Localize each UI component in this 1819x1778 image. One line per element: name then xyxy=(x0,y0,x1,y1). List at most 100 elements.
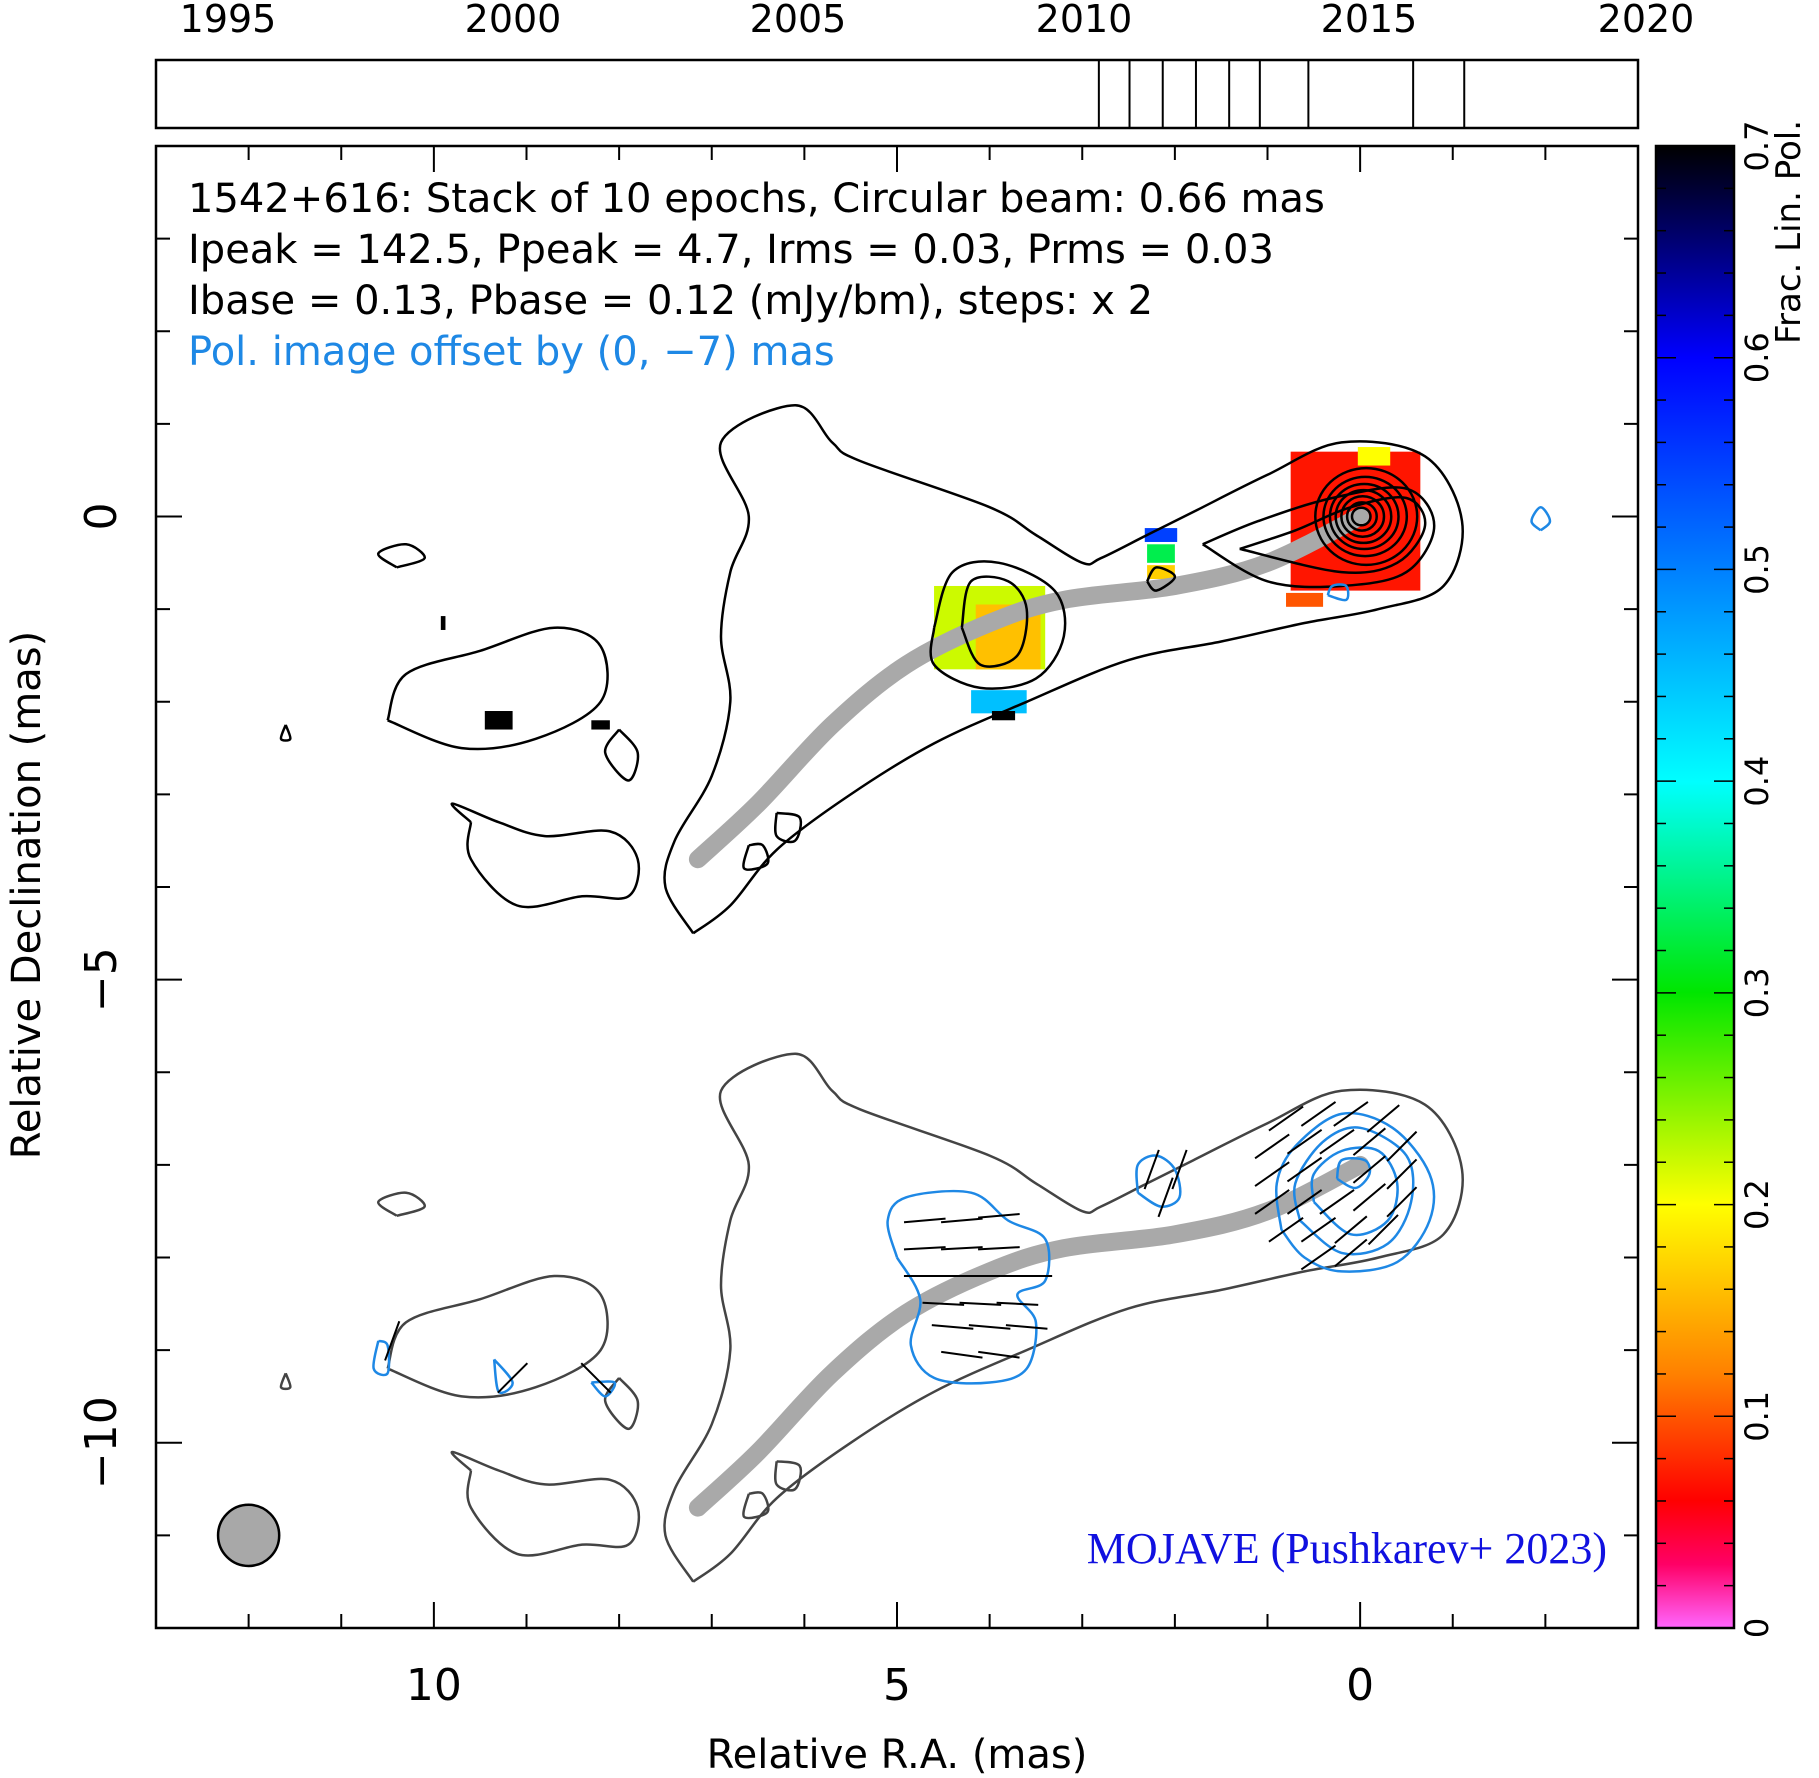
stokes-i-contour xyxy=(742,842,770,871)
stokes-i-contour-offset xyxy=(279,1372,292,1391)
polarized-contour xyxy=(372,1339,391,1377)
evpa-tick xyxy=(922,1301,965,1306)
evpa-tick xyxy=(1333,1101,1369,1127)
polarization-pixel xyxy=(440,616,446,630)
x-tick-labels: 10 5 0 xyxy=(406,1660,1374,1711)
fractional-polarization-image xyxy=(440,447,1421,730)
evpa-tick xyxy=(996,1301,1039,1306)
polarization-pixel xyxy=(971,690,1027,714)
annotation-line-2: Ipeak = 142.5, Ppeak = 4.7, Irms = 0.03,… xyxy=(188,227,1274,273)
stokes-i-contour-offset xyxy=(742,1491,770,1520)
evpa-tick xyxy=(1171,1149,1188,1190)
year-label: 1995 xyxy=(180,0,277,41)
ridge-lines xyxy=(688,507,1370,1517)
evpa-tick xyxy=(1334,1215,1368,1244)
polarized-contour xyxy=(1275,1111,1436,1273)
y-tick-labels: 0 −5 −10 xyxy=(76,503,127,1490)
year-label: 2020 xyxy=(1598,0,1695,41)
evpa-tick xyxy=(1319,1189,1355,1215)
colorbar-tick-label: 0.6 xyxy=(1738,332,1776,383)
stokes-i-contour xyxy=(663,404,1464,935)
evpa-tick xyxy=(1352,1183,1386,1212)
evpa-tick xyxy=(1352,1155,1386,1184)
colorbar-gradient xyxy=(1654,144,1736,1630)
polarized-contour xyxy=(1335,1156,1372,1190)
evpa-tick xyxy=(959,1301,1002,1306)
year-label: 2005 xyxy=(750,0,847,41)
polarized-contour xyxy=(492,1358,514,1395)
stokes-i-contour-offset xyxy=(603,1377,640,1431)
timeline-box xyxy=(154,58,1640,130)
polarized-contour xyxy=(590,1380,617,1398)
colorbar-ticks: 0 0.1 0.2 0.3 0.4 0.5 0.6 0.7 xyxy=(1656,121,1776,1638)
stokes-i-contour xyxy=(386,626,609,751)
core-contour xyxy=(1322,475,1409,558)
evpa-tick xyxy=(931,1324,974,1330)
evpa-tick xyxy=(1367,1214,1399,1246)
year-label: 2010 xyxy=(1036,0,1133,41)
annotation-line-3: Ibase = 0.13, Pbase = 0.12 (mJy/bm), ste… xyxy=(188,278,1153,324)
y-axis-label: Relative Declination (mas) xyxy=(4,631,50,1159)
evpa-tick xyxy=(1319,1128,1355,1155)
colorbar-tick-label: 0.2 xyxy=(1738,1179,1776,1230)
evpa-tick xyxy=(1286,1189,1323,1215)
evpa-tick xyxy=(1268,1105,1304,1132)
evpa-tick xyxy=(1143,1149,1160,1190)
colorbar-tick-label: 0 xyxy=(1738,1618,1776,1638)
x-tick-label: 10 xyxy=(406,1660,462,1711)
colorbar-tick-label: 0.5 xyxy=(1738,544,1776,595)
axis-minor-ticks xyxy=(155,145,1639,1629)
stokes-i-contour xyxy=(450,802,641,909)
credit-label: MOJAVE (Pushkarev+ 2023) xyxy=(1087,1524,1607,1573)
stokes-i-contours xyxy=(279,404,1464,935)
evpa-tick xyxy=(978,1350,1020,1359)
epoch-ticks xyxy=(1097,60,1466,128)
plot-area xyxy=(216,404,1552,1583)
evpa-tick xyxy=(1334,1238,1368,1268)
year-label: 2000 xyxy=(465,0,562,41)
polarized-contour xyxy=(1530,505,1552,532)
evpa-tick xyxy=(1300,1101,1337,1127)
evpa-tick xyxy=(1157,1177,1174,1218)
stokes-i-contour xyxy=(279,724,292,742)
evpa-tick xyxy=(1254,1189,1290,1215)
stokes-i-contour xyxy=(960,575,1029,668)
stokes-i-contour xyxy=(603,728,640,782)
polarization-pixel xyxy=(1286,592,1324,607)
evpa-ticks xyxy=(384,1101,1418,1394)
polarized-contour xyxy=(1326,583,1350,602)
evpa-tick xyxy=(1366,1104,1400,1133)
evpa-tick xyxy=(903,1217,946,1224)
evpa-tick xyxy=(1352,1127,1386,1156)
ridge-line xyxy=(688,507,1370,869)
evpa-tick xyxy=(1268,1216,1304,1243)
evpa-tick xyxy=(497,1362,529,1394)
colorbar-tick-label: 0.4 xyxy=(1738,756,1776,807)
evpa-tick xyxy=(1286,1128,1323,1155)
evpa-tick xyxy=(1254,1133,1290,1160)
evpa-tick xyxy=(1300,1216,1337,1243)
stokes-i-contour xyxy=(929,560,1067,690)
stokes-i-contour-offset xyxy=(386,1274,609,1399)
evpa-tick xyxy=(1300,1244,1337,1271)
polarized-contour xyxy=(886,1189,1051,1385)
evpa-tick xyxy=(940,1217,983,1224)
x-axis-label: Relative R.A. (mas) xyxy=(707,1732,1088,1778)
evpa-tick xyxy=(1386,1130,1418,1162)
x-tick-label: 5 xyxy=(883,1660,911,1711)
stokes-i-contour xyxy=(1239,496,1427,574)
colorbar-tick-label: 0.3 xyxy=(1738,967,1776,1018)
ridge-line-offset xyxy=(688,1155,1370,1517)
stokes-i-contour xyxy=(1145,566,1177,592)
stokes-i-contour xyxy=(377,543,426,569)
core-contour xyxy=(1314,466,1419,567)
stokes-i-contour xyxy=(773,811,803,844)
core-contour xyxy=(1345,501,1378,532)
colorbar-tick-label: 0.1 xyxy=(1738,1391,1776,1442)
evpa-tick xyxy=(978,1213,1020,1219)
core-contour xyxy=(1340,495,1386,538)
polarization-pixel xyxy=(484,711,513,730)
evpa-tick xyxy=(940,1246,983,1251)
core-contour xyxy=(1350,506,1372,527)
evpa-tick xyxy=(1386,1186,1418,1218)
